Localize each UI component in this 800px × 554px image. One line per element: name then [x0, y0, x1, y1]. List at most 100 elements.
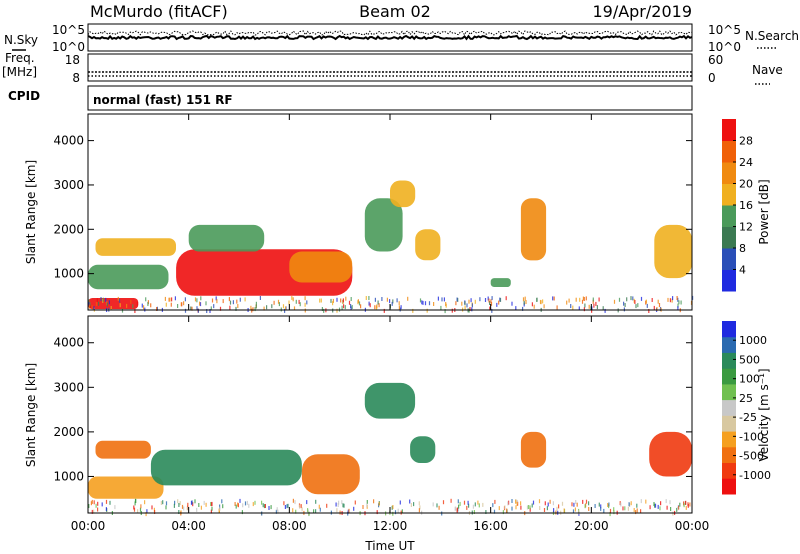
velocity-colorbar-tick-label: -500 [739, 450, 764, 463]
power-echo-speckle [150, 303, 152, 308]
power-echo-speckle [357, 299, 359, 304]
velocity-colorbar: 1000 500 100 25 -25 -100 -500 -1000 [722, 321, 771, 495]
power-echo-speckle [692, 295, 694, 300]
nsearch-tick-high: 10^5 [708, 23, 741, 37]
power-echo-speckle [141, 303, 143, 308]
power-echo-speckle [648, 309, 650, 313]
power-echo-speckle [392, 299, 394, 304]
velocity-echo-speckle [165, 501, 168, 506]
velocity-echo-speckle [622, 506, 624, 511]
power-echo-speckle [229, 305, 231, 310]
power-echo-speckle [288, 300, 290, 305]
power-colorbar-label: Power [dB] [757, 179, 771, 244]
power-echo-speckle [259, 296, 261, 300]
velocity-ytick-label: 1000 [53, 469, 84, 483]
power-colorbar-tick-label: 12 [739, 221, 753, 234]
velocity-echo-speckle [88, 504, 90, 508]
power-echo-speckle [634, 300, 636, 304]
velocity-echo-region-7 [649, 431, 692, 477]
velocity-echo-speckle [146, 509, 148, 514]
velocity-echo-region-2 [150, 449, 302, 486]
power-echo-speckle [584, 303, 586, 308]
power-echo-speckle [422, 300, 424, 305]
velocity-echo-speckle [263, 504, 266, 509]
power-echo-speckle [206, 309, 208, 313]
power-echo-speckle [491, 308, 493, 313]
power-echo-speckle [132, 304, 134, 309]
power-echo-speckle [95, 301, 98, 306]
power-echo-speckle [488, 298, 490, 303]
power-echo-speckle [456, 297, 458, 302]
velocity-echo-speckle [338, 500, 340, 505]
velocity-echo-speckle [630, 501, 632, 506]
velocity-echo-speckle [341, 500, 343, 505]
velocity-echo-speckle [270, 505, 272, 510]
power-echo-speckle [552, 296, 554, 301]
power-echo-speckle [229, 300, 232, 305]
power-echo-speckle [250, 305, 252, 310]
velocity-echo-speckle [608, 502, 610, 507]
power-echo-speckle [236, 299, 238, 304]
power-echo-speckle [433, 302, 435, 306]
power-echo-speckle [511, 301, 513, 306]
velocity-echo-speckle [676, 507, 678, 512]
velocity-echo-speckle [268, 506, 270, 510]
power-echo-speckle [598, 297, 600, 302]
freq-tick-low: 8 [72, 71, 80, 85]
velocity-echo-speckle [200, 505, 202, 510]
power-echo-speckle [199, 302, 202, 307]
power-colorbar-swatch [722, 226, 736, 249]
cpid-text: normal (fast) 151 RF [93, 93, 233, 107]
velocity-yaxis: 4000 3000 2000 1000 [53, 336, 692, 483]
power-echo-speckle [578, 306, 580, 311]
power-echo-speckle [332, 301, 334, 306]
power-echo-speckle [588, 304, 590, 309]
power-echo-speckle [254, 307, 256, 312]
velocity-echo-speckle [640, 509, 642, 514]
power-echo-speckle [191, 306, 193, 311]
velocity-echo-speckle [585, 499, 588, 504]
velocity-echo-speckle [410, 503, 412, 507]
power-echo-speckle [174, 296, 176, 301]
velocity-echo-speckle [211, 502, 213, 507]
velocity-echo-speckle [436, 503, 438, 508]
power-echo-region-1 [88, 264, 169, 290]
velocity-echo-region-3 [301, 454, 360, 495]
power-echo-speckle [582, 296, 584, 301]
velocity-colorbar-swatch [722, 478, 736, 495]
velocity-echo-speckle [572, 509, 575, 514]
velocity-echo-speckle [507, 501, 509, 506]
power-echo-speckle [484, 298, 487, 302]
velocity-echo-speckle [366, 503, 368, 508]
power-echo-speckle [255, 304, 257, 309]
power-echo-speckle [592, 297, 594, 302]
power-ytick-label: 1000 [53, 267, 84, 281]
velocity-echo-speckle [237, 503, 239, 508]
power-echo-speckle [424, 301, 427, 306]
power-echo-speckle [466, 303, 468, 308]
velocity-echo-speckle [261, 500, 263, 505]
power-echo-speckle [556, 305, 558, 310]
velocity-echo-speckle [151, 505, 153, 510]
power-echo-speckle [398, 305, 400, 310]
velocity-echo-speckle [133, 507, 136, 512]
power-echo-speckle [499, 297, 501, 302]
velocity-colorbar-tick-label: 1000 [739, 334, 767, 347]
velocity-echo-speckle [538, 499, 541, 504]
velocity-echo-speckle [504, 505, 506, 510]
velocity-echo-speckle [165, 505, 167, 510]
velocity-echo-speckle [114, 505, 116, 510]
power-echo-speckle [677, 306, 679, 311]
power-echo-speckle [213, 304, 215, 309]
velocity-echo-speckle [636, 508, 638, 513]
velocity-echo-speckle [683, 503, 685, 508]
velocity-echo-speckle [277, 509, 279, 514]
velocity-echo-speckle [203, 500, 205, 505]
velocity-colorbar-swatch [722, 462, 736, 479]
power-echo-speckle [320, 298, 322, 303]
beam-title: Beam 02 [359, 2, 431, 21]
velocity-echo-speckle [502, 510, 504, 515]
velocity-echo-speckle [665, 499, 667, 504]
power-echo-speckle [633, 298, 635, 303]
power-echo-speckle [421, 300, 423, 305]
